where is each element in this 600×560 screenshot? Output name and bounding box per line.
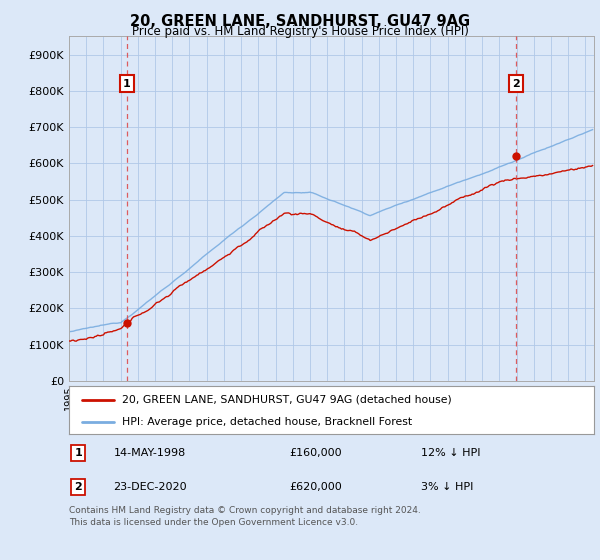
Text: 1: 1 xyxy=(123,78,131,88)
Text: 2: 2 xyxy=(74,482,82,492)
Text: 1: 1 xyxy=(74,448,82,458)
Text: 20, GREEN LANE, SANDHURST, GU47 9AG (detached house): 20, GREEN LANE, SANDHURST, GU47 9AG (det… xyxy=(121,395,451,405)
Text: HPI: Average price, detached house, Bracknell Forest: HPI: Average price, detached house, Brac… xyxy=(121,417,412,427)
Text: Contains HM Land Registry data © Crown copyright and database right 2024.
This d: Contains HM Land Registry data © Crown c… xyxy=(69,506,421,527)
Text: Price paid vs. HM Land Registry's House Price Index (HPI): Price paid vs. HM Land Registry's House … xyxy=(131,25,469,38)
Text: 14-MAY-1998: 14-MAY-1998 xyxy=(113,448,186,458)
Text: 3% ↓ HPI: 3% ↓ HPI xyxy=(421,482,473,492)
Text: 20, GREEN LANE, SANDHURST, GU47 9AG: 20, GREEN LANE, SANDHURST, GU47 9AG xyxy=(130,14,470,29)
Text: £160,000: £160,000 xyxy=(290,448,342,458)
Text: £620,000: £620,000 xyxy=(290,482,342,492)
Text: 12% ↓ HPI: 12% ↓ HPI xyxy=(421,448,480,458)
Text: 2: 2 xyxy=(512,78,520,88)
Text: 23-DEC-2020: 23-DEC-2020 xyxy=(113,482,187,492)
